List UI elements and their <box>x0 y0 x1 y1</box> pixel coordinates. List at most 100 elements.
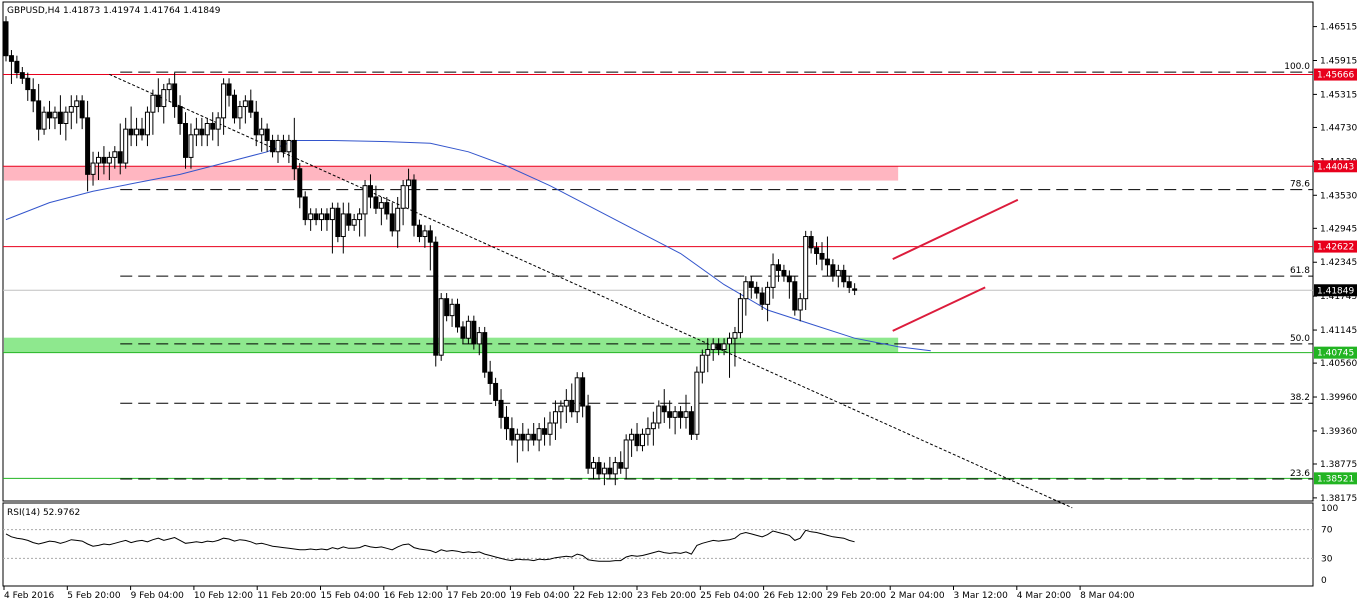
candle-bullish <box>134 128 140 136</box>
candle-bullish <box>286 139 292 153</box>
price-axis: 1.465151.459151.453151.447301.441301.435… <box>1313 23 1357 504</box>
candle-bullish <box>41 111 47 130</box>
candle-bullish <box>74 100 80 108</box>
candle-bullish <box>612 462 618 475</box>
candle-bearish <box>775 264 781 271</box>
price-tick-label: 1.44730 <box>1320 123 1357 133</box>
candle-bullish <box>770 264 776 288</box>
candle-bearish <box>634 433 640 447</box>
candle-bearish <box>460 326 466 339</box>
candle-bullish <box>694 371 700 435</box>
candle-bearish <box>781 269 787 277</box>
candle-bearish <box>139 128 145 136</box>
candle-bearish <box>416 224 422 238</box>
candle-bullish <box>95 156 101 164</box>
candle-bearish <box>520 433 526 441</box>
candle-bullish <box>547 422 553 435</box>
candle-bearish <box>503 416 509 430</box>
candle-bullish <box>259 128 265 136</box>
candle-bullish <box>699 354 705 373</box>
candle-bearish <box>155 94 161 108</box>
candle-bearish <box>531 433 537 441</box>
candle-bullish <box>275 139 281 153</box>
candle-bearish <box>759 292 765 305</box>
horizontal-lines-layer <box>3 74 1313 479</box>
candle-bearish <box>444 298 450 317</box>
candle-bullish <box>743 281 749 300</box>
time-tick-label: 23 Feb 20:00 <box>637 591 696 601</box>
candle-bullish <box>378 202 384 209</box>
candle-bullish <box>645 428 651 435</box>
candle-bullish <box>242 100 248 108</box>
candle-bearish <box>824 258 830 266</box>
candle-bearish <box>8 55 14 62</box>
candle-bearish <box>455 303 461 328</box>
candle-bullish <box>188 134 194 158</box>
zone-resistance <box>4 166 899 181</box>
candle-bearish <box>542 428 548 435</box>
candle-bullish <box>672 411 678 418</box>
candle-bearish <box>324 213 330 221</box>
price-tag-badge <box>1314 284 1357 297</box>
price-tag-label: 1.42622 <box>1317 243 1354 253</box>
candle-bullish <box>514 433 520 441</box>
fib-level-label: 78.6 <box>1290 180 1310 190</box>
time-tick-label: 3 Mar 12:00 <box>954 591 1009 601</box>
candle-bullish <box>123 128 129 164</box>
candle-bearish <box>580 377 586 407</box>
rsi-label: RSI(14) 52.9762 <box>7 508 80 518</box>
candle-bearish <box>30 89 36 102</box>
moving-average-layer <box>5 140 931 352</box>
candle-bullish <box>406 179 412 187</box>
time-tick-label: 17 Feb 20:00 <box>447 591 506 601</box>
price-tick-label: 1.38175 <box>1320 494 1357 504</box>
price-tick-label: 1.39360 <box>1320 427 1357 437</box>
candle-bearish <box>688 411 694 435</box>
fib-level-label: 100.0 <box>1284 62 1310 72</box>
candle-bearish <box>172 83 178 108</box>
time-tick-label: 15 Feb 04:00 <box>321 591 380 601</box>
candle-bullish <box>797 298 803 311</box>
candle-bearish <box>101 156 107 164</box>
candle-bullish <box>765 286 771 305</box>
time-tick-label: 22 Feb 12:00 <box>574 591 633 601</box>
candle-bearish <box>585 405 591 469</box>
price-tick-label: 1.43530 <box>1320 191 1357 201</box>
candle-bearish <box>253 111 259 136</box>
time-tick-label: 10 Feb 12:00 <box>194 591 253 601</box>
candle-bullish <box>308 213 314 221</box>
price-tag-label: 1.41849 <box>1317 286 1354 296</box>
rsi-tick-label: 70 <box>1321 526 1333 536</box>
candle-bearish <box>248 100 254 113</box>
candle-bullish <box>721 343 727 351</box>
candle-bearish <box>199 128 205 136</box>
time-tick-label: 9 Feb 04:00 <box>131 591 185 601</box>
candles-layer <box>3 16 858 486</box>
candle-bullish <box>319 213 325 221</box>
candle-bullish <box>449 303 455 317</box>
price-tick-label: 1.41745 <box>1320 292 1357 302</box>
candle-bearish <box>79 100 85 119</box>
time-tick-label: 16 Feb 12:00 <box>384 591 443 601</box>
candle-bearish <box>302 196 308 221</box>
candle-bearish <box>841 269 847 283</box>
candle-bearish <box>830 264 836 277</box>
rsi-tick-label: 0 <box>1321 576 1327 586</box>
candle-bearish <box>569 399 575 413</box>
price-tick-label: 1.40560 <box>1320 359 1357 369</box>
candle-bearish <box>754 286 760 294</box>
price-tag-badge <box>1314 68 1357 81</box>
candle-bearish <box>596 462 602 475</box>
candle-bullish <box>215 117 221 130</box>
candle-bullish <box>340 213 346 238</box>
candle-bullish <box>574 377 580 413</box>
price-tag-label: 1.40745 <box>1317 349 1354 359</box>
candle-bearish <box>661 405 667 413</box>
candle-bullish <box>465 320 471 339</box>
candle-bearish <box>177 106 183 125</box>
price-tags-layer: 1.45666 1.44043 1.42622 1.41849 1.40745 1.385… <box>1314 68 1357 485</box>
candle-bearish <box>210 123 216 130</box>
candle-bearish <box>128 128 134 136</box>
candle-bullish <box>422 230 428 238</box>
time-tick-label: 11 Feb 20:00 <box>257 591 316 601</box>
